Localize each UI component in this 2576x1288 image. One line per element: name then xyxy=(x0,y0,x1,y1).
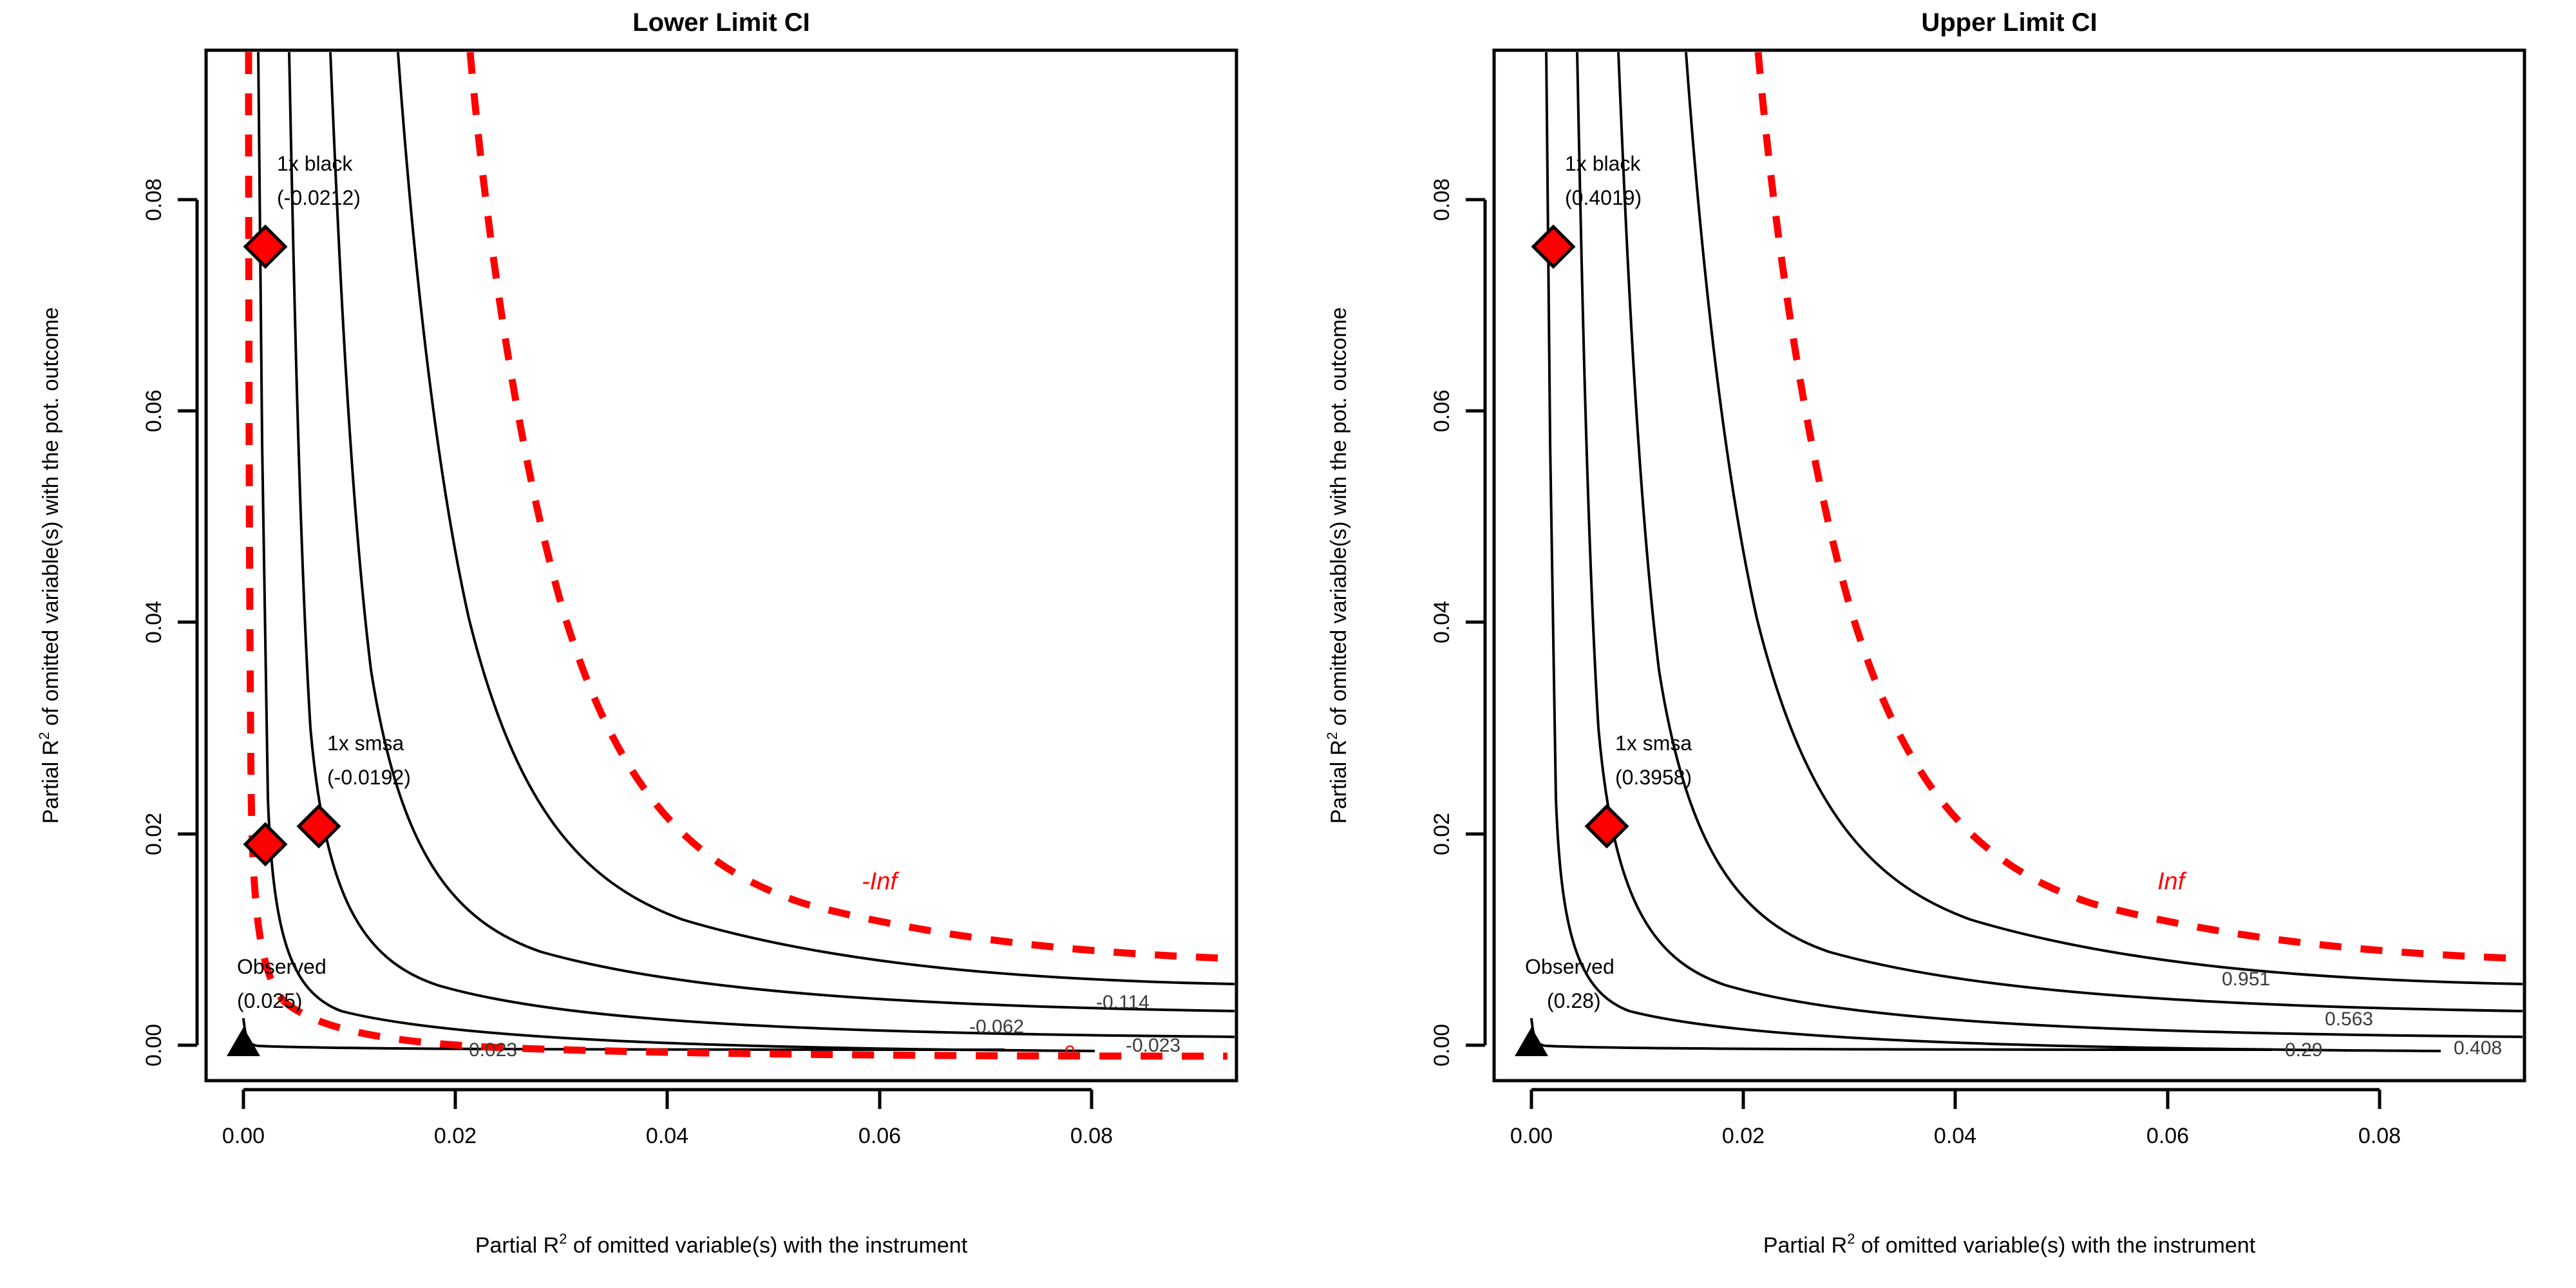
y-axis-lower: 0.00 0.02 0.04 0.06 0.08 xyxy=(142,178,199,1066)
panel-lower-limit-ci: Lower Limit CI xyxy=(36,8,1238,1258)
panel-title-upper: Upper Limit CI xyxy=(1921,8,2097,37)
critical-contour-vertical-lower xyxy=(245,52,287,1003)
y-axis-upper: 0.00 0.02 0.04 0.06 0.08 xyxy=(1430,178,1487,1066)
y-tick-label-0-lower: 0.00 xyxy=(142,1024,166,1066)
observed-label-upper: Observed xyxy=(1525,955,1615,978)
x-axis-title-lower: Partial R2 of omitted variable(s) with t… xyxy=(475,1231,968,1258)
y-tick-label-2-lower: 0.04 xyxy=(142,601,166,643)
contour-curve-4-upper xyxy=(1617,52,2523,1012)
contour-label-4-lower: -0.114 xyxy=(1096,992,1150,1013)
x-tick-label-4-lower: 0.08 xyxy=(1070,1124,1113,1148)
x-tick-label-0-lower: 0.00 xyxy=(222,1124,265,1148)
contour-curve-3-upper xyxy=(1576,52,2523,1038)
contour-label-1-lower: 0.023 xyxy=(469,1039,517,1061)
benchmark-marker-black-diamond-lower xyxy=(243,224,288,269)
observed-value-upper: (0.28) xyxy=(1547,989,1601,1012)
contour-label-1-upper: 0.29 xyxy=(2285,1039,2322,1061)
observed-marker-triangle-lower xyxy=(227,1027,260,1056)
contour-curve-5-upper xyxy=(1685,52,2523,985)
y-tick-label-3-upper: 0.06 xyxy=(1430,390,1454,432)
benchmark-value-smsa-lower: (-0.0192) xyxy=(327,766,411,789)
y-tick-label-2-upper: 0.04 xyxy=(1430,601,1454,643)
critical-contour-label-lower: -Inf xyxy=(862,868,899,895)
benchmark-marker-black-lower xyxy=(243,822,288,867)
x-tick-label-1-upper: 0.02 xyxy=(1722,1124,1765,1148)
contour-label-3-upper: 0.563 xyxy=(2325,1009,2373,1030)
zero-contour-horizontal-lower xyxy=(281,998,1228,1060)
x-axis-lower: 0.00 0.02 0.04 0.06 0.08 xyxy=(222,1088,1113,1148)
contour-curve-5-lower xyxy=(397,52,1235,985)
x-tick-label-3-upper: 0.06 xyxy=(2146,1124,2189,1148)
y-tick-label-1-upper: 0.02 xyxy=(1430,813,1454,855)
critical-contour-label-upper: Inf xyxy=(2157,868,2187,895)
critical-contour-inf-upper xyxy=(1754,52,2514,962)
y-tick-label-4-upper: 0.08 xyxy=(1430,178,1454,221)
contour-label-2-upper: 0.408 xyxy=(2454,1037,2502,1059)
x-tick-label-0-upper: 0.00 xyxy=(1510,1124,1553,1148)
benchmark-label-smsa-upper: 1x smsa xyxy=(1615,732,1692,755)
y-tick-label-0-upper: 0.00 xyxy=(1430,1024,1454,1066)
contour-curve-3-lower xyxy=(288,52,1235,1038)
y-tick-label-3-lower: 0.06 xyxy=(142,390,166,432)
observed-label-lower: Observed xyxy=(237,955,327,978)
contour-curve-4-lower xyxy=(329,52,1235,1012)
x-tick-label-2-upper: 0.04 xyxy=(1934,1124,1976,1148)
plot-svg-lower: Lower Limit CI xyxy=(36,8,1238,1258)
plot-frame-lower xyxy=(204,48,1238,1083)
observed-value-lower: (0.025) xyxy=(237,989,302,1012)
contour-group-upper xyxy=(1530,52,2523,1052)
zero-contour-label-lower: 0 xyxy=(1065,1042,1075,1063)
benchmark-label-black-upper: 1x black xyxy=(1565,152,1641,175)
x-axis-title-upper: Partial R2 of omitted variable(s) with t… xyxy=(1763,1231,2256,1258)
y-axis-title-upper: Partial R2 of omitted variable(s) with t… xyxy=(1324,307,1351,824)
y-tick-label-4-lower: 0.08 xyxy=(142,178,166,221)
benchmark-label-black-lower: 1x black xyxy=(277,152,353,175)
panel-upper-limit-ci: Upper Limit CI 1x black (0.4019) 1x smsa… xyxy=(1288,0,2576,1288)
contour-label-2-lower: -0.023 xyxy=(1126,1035,1180,1056)
benchmark-label-smsa-lower: 1x smsa xyxy=(327,732,404,755)
benchmark-value-black-upper: (0.4019) xyxy=(1565,186,1642,209)
benchmark-marker-black-diamond-upper xyxy=(1531,224,1576,269)
plot-svg-upper: Upper Limit CI 1x black (0.4019) 1x smsa… xyxy=(1324,8,2526,1258)
contour-group-lower xyxy=(242,52,1235,1060)
contour-curve-1-upper xyxy=(1530,1018,2273,1051)
contour-label-4-upper: 0.951 xyxy=(2222,969,2270,990)
y-tick-label-1-lower: 0.02 xyxy=(142,813,166,855)
x-tick-label-3-lower: 0.06 xyxy=(858,1124,901,1148)
x-tick-label-1-lower: 0.02 xyxy=(434,1124,477,1148)
benchmark-marker-smsa-diamond-lower xyxy=(296,804,341,849)
contour-curve-1-lower xyxy=(242,1018,1005,1051)
critical-contour-neg-inf-lower xyxy=(466,52,1226,962)
panel-title-lower: Lower Limit CI xyxy=(632,8,810,37)
x-axis-upper: 0.00 0.02 0.04 0.06 0.08 xyxy=(1510,1088,2401,1148)
observed-marker-triangle-upper xyxy=(1515,1027,1548,1056)
benchmark-value-smsa-upper: (0.3958) xyxy=(1615,766,1692,789)
y-axis-title-lower: Partial R2 of omitted variable(s) with t… xyxy=(36,307,63,824)
x-tick-label-2-lower: 0.04 xyxy=(646,1124,688,1148)
contour-label-3-lower: -0.062 xyxy=(969,1016,1024,1037)
contour-curve-2-lower xyxy=(257,52,1095,1052)
contour-curve-2-upper xyxy=(1545,52,2441,1052)
x-tick-label-4-upper: 0.08 xyxy=(2358,1124,2401,1148)
plot-frame-upper xyxy=(1492,48,2526,1083)
benchmark-value-black-lower: (-0.0212) xyxy=(277,186,361,209)
benchmark-marker-smsa-diamond-upper xyxy=(1584,804,1629,849)
